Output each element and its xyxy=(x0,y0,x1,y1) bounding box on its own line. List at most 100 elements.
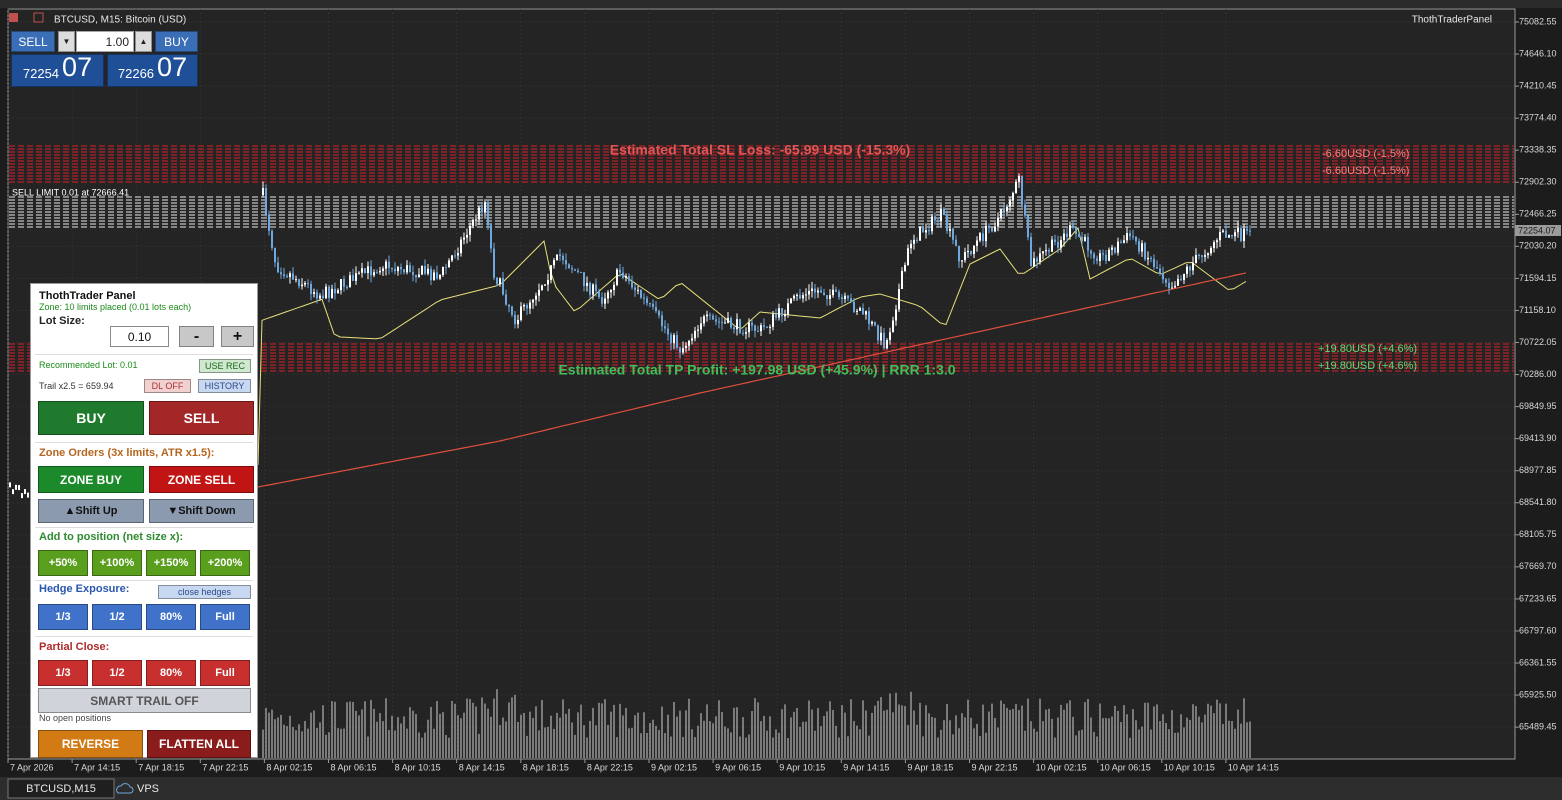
candle xyxy=(979,233,981,241)
shift-up[interactable]: ▲Shift Up xyxy=(38,499,144,523)
panel-button[interactable]: Full xyxy=(200,660,250,686)
lot-down[interactable]: ▼ xyxy=(58,31,75,52)
candle xyxy=(769,326,771,328)
zone-sell[interactable]: ZONE SELL xyxy=(149,466,254,493)
time-label: 10 Apr 14:15 xyxy=(1228,762,1279,772)
candle xyxy=(877,325,879,341)
candle xyxy=(787,303,789,315)
candle xyxy=(805,294,807,296)
candle xyxy=(970,250,972,255)
tab-label[interactable]: BTCUSD,M15 xyxy=(26,783,96,795)
candle xyxy=(742,332,744,334)
candle xyxy=(454,255,456,257)
candle xyxy=(9,482,11,488)
candle xyxy=(349,275,351,288)
candle xyxy=(1054,239,1056,242)
panel-button[interactable]: Full xyxy=(200,604,250,630)
candle xyxy=(382,268,384,271)
panel-button[interactable]: +200% xyxy=(200,550,250,576)
candle xyxy=(475,219,477,221)
time-label: 7 Apr 14:15 xyxy=(74,762,120,772)
sell-button[interactable]: SELL xyxy=(149,401,254,435)
candle xyxy=(1036,258,1038,262)
history[interactable]: HISTORY xyxy=(198,379,251,393)
sell-quote[interactable]: 72254 07 xyxy=(11,52,104,87)
sl-total: Estimated Total SL Loss: -65.99 USD (-15… xyxy=(610,142,911,158)
time-label: 8 Apr 22:15 xyxy=(587,762,633,772)
buy-button[interactable]: BUY xyxy=(155,31,198,52)
panel-button[interactable]: 1/3 xyxy=(38,604,88,630)
panel-button[interactable]: 1/3 xyxy=(38,660,88,686)
lot-input[interactable]: 0.10 xyxy=(110,326,169,347)
lot-plus[interactable]: + xyxy=(221,326,254,347)
candle xyxy=(1183,273,1185,281)
candle xyxy=(322,295,324,299)
candle xyxy=(1249,230,1251,232)
tp-total: Estimated Total TP Profit: +197.98 USD (… xyxy=(558,362,955,378)
use-rec[interactable]: USE REC xyxy=(199,359,251,373)
panel-button[interactable]: +150% xyxy=(146,550,196,576)
zone-buy[interactable]: ZONE BUY xyxy=(38,466,144,493)
candle xyxy=(1213,242,1215,248)
candle xyxy=(1081,236,1083,242)
price-label: 68541.80 xyxy=(1519,497,1557,507)
panel-button[interactable]: +100% xyxy=(92,550,142,576)
panel-name: ThothTraderPanel xyxy=(1412,15,1492,26)
time-label: 9 Apr 06:15 xyxy=(715,762,761,772)
price-label: 65489.45 xyxy=(1519,721,1557,731)
candle xyxy=(652,303,654,307)
reverse[interactable]: REVERSE xyxy=(38,730,143,758)
candle xyxy=(829,295,831,299)
price-label: 66797.60 xyxy=(1519,625,1557,635)
candle xyxy=(556,254,558,261)
candle xyxy=(925,230,927,233)
candle xyxy=(616,269,618,285)
price-label: 74210.45 xyxy=(1519,80,1557,90)
buy-button[interactable]: BUY xyxy=(38,401,144,435)
price-label: 68977.85 xyxy=(1519,465,1557,475)
lot-up[interactable]: ▲ xyxy=(135,31,152,52)
panel-button[interactable]: 1/2 xyxy=(92,604,142,630)
candle xyxy=(460,239,462,254)
buy-price: 72266 xyxy=(117,66,155,81)
price-label: 69849.95 xyxy=(1519,401,1557,411)
candle xyxy=(1165,279,1167,283)
candle xyxy=(628,276,630,281)
sell-button[interactable]: SELL xyxy=(11,31,55,52)
buy-pips: 07 xyxy=(157,52,188,82)
close-hedges[interactable]: close hedges xyxy=(158,585,251,599)
panel-button[interactable]: 1/2 xyxy=(92,660,142,686)
smart-trail[interactable]: SMART TRAIL OFF xyxy=(38,688,251,713)
price-label: 72902.30 xyxy=(1519,177,1557,187)
tab-label[interactable]: VPS xyxy=(137,783,159,795)
dl-off[interactable]: DL OFF xyxy=(144,379,191,393)
panel-button[interactable]: +50% xyxy=(38,550,88,576)
candle xyxy=(1132,236,1134,238)
lot-input[interactable]: 1.00 xyxy=(76,31,134,52)
candle xyxy=(913,239,915,244)
candle xyxy=(1006,206,1008,212)
candle xyxy=(739,319,741,333)
candle xyxy=(1042,251,1044,254)
shift-down[interactable]: ▼Shift Down xyxy=(149,499,254,523)
candle xyxy=(1066,233,1068,237)
lot-minus[interactable]: - xyxy=(179,326,214,347)
candle xyxy=(859,307,861,311)
separator xyxy=(35,442,253,443)
candle xyxy=(1078,234,1080,237)
candle xyxy=(1093,253,1095,259)
candle xyxy=(1231,234,1233,237)
time-label: 8 Apr 14:15 xyxy=(459,762,505,772)
buy-quote[interactable]: 72266 07 xyxy=(107,52,198,87)
candle xyxy=(526,304,528,309)
price-label: 71158.10 xyxy=(1519,305,1556,315)
panel-button[interactable]: 80% xyxy=(146,604,196,630)
candle xyxy=(991,227,993,232)
panel-button[interactable]: 80% xyxy=(146,660,196,686)
tab[interactable] xyxy=(7,778,115,799)
candle xyxy=(733,327,735,330)
positions: No open positions xyxy=(39,713,112,723)
candle xyxy=(823,292,825,296)
flatten-all[interactable]: FLATTEN ALL xyxy=(147,730,251,758)
candle xyxy=(1027,215,1029,238)
